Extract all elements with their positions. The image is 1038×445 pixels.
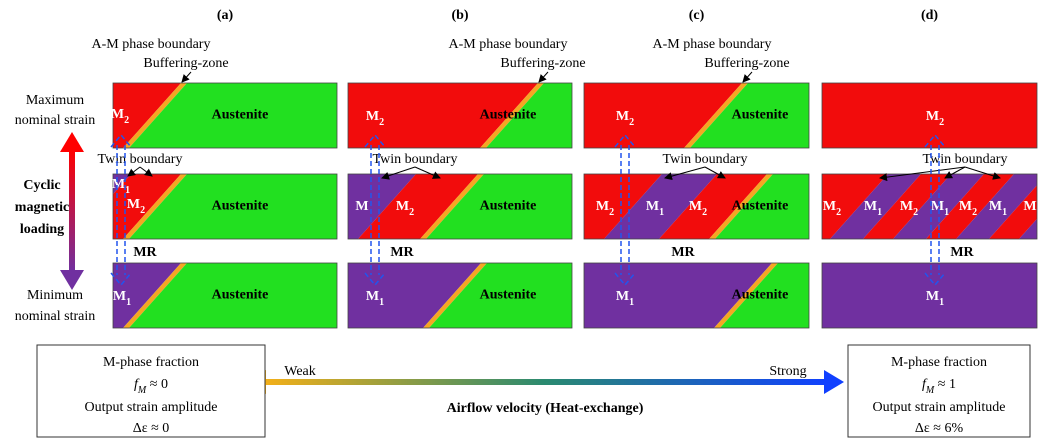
phase-label: M xyxy=(355,199,368,214)
panel-label: (b) xyxy=(451,8,468,23)
twin-label: Twin boundary xyxy=(373,152,458,167)
mr-label: MR xyxy=(950,245,974,260)
loading-label: Cyclic xyxy=(23,178,60,193)
box-line: Output strain amplitude xyxy=(873,400,1006,415)
buffer-arrow xyxy=(539,72,548,82)
panel-label: (c) xyxy=(689,8,705,23)
mr-label: MR xyxy=(671,245,695,260)
loading-arrow-shaft xyxy=(69,150,75,272)
weak-label: Weak xyxy=(284,364,316,379)
austenite-label: Austenite xyxy=(480,108,537,123)
boundary-label: A-M phase boundary xyxy=(449,37,568,52)
phase-label-sub: 1 xyxy=(379,297,384,308)
phase-label-base: M xyxy=(113,289,126,304)
phase-label-base: M xyxy=(823,199,836,214)
mr-label: MR xyxy=(133,245,157,260)
boundary-label: A-M phase boundary xyxy=(653,37,772,52)
phase-label-base: M xyxy=(931,199,944,214)
twin-label: Twin boundary xyxy=(923,152,1008,167)
phase-label-base: M xyxy=(111,107,124,122)
phase-label-sub: 2 xyxy=(379,117,384,128)
phase-label-sub: 2 xyxy=(124,115,129,126)
phase-label-sub: 1 xyxy=(629,297,634,308)
austenite-label: Austenite xyxy=(480,288,537,303)
phase-label-base: M xyxy=(366,109,379,124)
phase-label-sub: 2 xyxy=(836,207,841,218)
phase-label-sub: 1 xyxy=(939,297,944,308)
buffer-label: Buffering-zone xyxy=(143,56,228,71)
loading-arrow-head xyxy=(60,132,84,152)
panel-label: (d) xyxy=(921,8,938,23)
twin-label: Twin boundary xyxy=(98,152,183,167)
phase-label-base: M xyxy=(900,199,913,214)
phase-label-base: M xyxy=(646,199,659,214)
phase-label-sub: 2 xyxy=(629,117,634,128)
twin-label: Twin boundary xyxy=(663,152,748,167)
airflow-arrow-shaft xyxy=(262,379,828,385)
box-line: M-phase fraction xyxy=(891,355,987,370)
austenite-label: Austenite xyxy=(732,108,789,123)
phase-label-base: M xyxy=(127,197,140,212)
max-label: nominal strain xyxy=(15,113,96,128)
phase-label-base: M xyxy=(366,289,379,304)
airflow-title: Airflow velocity (Heat-exchange) xyxy=(447,401,644,416)
phase-label-base: M xyxy=(616,109,629,124)
mr-label: MR xyxy=(390,245,414,260)
phase-label-sub: 1 xyxy=(877,207,882,218)
boundary-label: A-M phase boundary xyxy=(92,37,211,52)
austenite-label: Austenite xyxy=(212,199,269,214)
phase-label-sub: 1 xyxy=(1002,207,1007,218)
min-label: Minimum xyxy=(27,288,83,303)
box-line-tail: ≈ 1 xyxy=(934,377,956,392)
phase-label-base: M xyxy=(596,199,609,214)
phase-label-sub: 1 xyxy=(944,207,949,218)
phase-label-base: M xyxy=(926,289,939,304)
phase-label-sub: 1 xyxy=(126,297,131,308)
phase-label-sub: 2 xyxy=(913,207,918,218)
phase-label-sub: 2 xyxy=(140,205,145,216)
box-line: Δε ≈ 6% xyxy=(915,421,964,436)
airflow-arrow-head xyxy=(824,370,844,394)
austenite-label: Austenite xyxy=(480,199,537,214)
phase-label: M xyxy=(1023,199,1036,214)
min-label: nominal strain xyxy=(15,309,96,324)
max-label: Maximum xyxy=(26,93,84,108)
austenite-label: Austenite xyxy=(212,288,269,303)
buffer-label: Buffering-zone xyxy=(500,56,585,71)
panel-label: (a) xyxy=(217,8,234,23)
austenite-label: Austenite xyxy=(732,288,789,303)
phase-label-base: M xyxy=(112,177,125,192)
strong-label: Strong xyxy=(769,364,806,379)
phase-label-base: M xyxy=(689,199,702,214)
phase-label-sub: 2 xyxy=(972,207,977,218)
phase-label-sub: 2 xyxy=(939,117,944,128)
loading-arrow-head xyxy=(60,270,84,290)
phase-label-sub: 2 xyxy=(409,207,414,218)
phase-label-sub: 1 xyxy=(659,207,664,218)
austenite-label: Austenite xyxy=(732,199,789,214)
phase-label-base: M xyxy=(864,199,877,214)
phase-label-sub: 2 xyxy=(702,207,707,218)
phase-label-sub: 1 xyxy=(125,185,130,196)
phase-label-base: M xyxy=(989,199,1002,214)
phase-label-base: M xyxy=(926,109,939,124)
buffer-label: Buffering-zone xyxy=(704,56,789,71)
phase-label-base: M xyxy=(616,289,629,304)
box-line: Δε ≈ 0 xyxy=(133,421,170,436)
buffer-arrow xyxy=(743,72,752,82)
loading-label: loading xyxy=(20,222,64,237)
loading-label: magnetic xyxy=(15,200,69,215)
box-line: M-phase fraction xyxy=(103,355,199,370)
box-line: Output strain amplitude xyxy=(85,400,218,415)
figure: Weak Strong Airflow velocity (Heat-excha… xyxy=(0,0,1038,445)
box-line-tail: ≈ 0 xyxy=(146,377,168,392)
phase-label-base: M xyxy=(396,199,409,214)
buffer-arrow xyxy=(182,72,191,82)
phase-label-sub: 2 xyxy=(609,207,614,218)
phase-label-base: M xyxy=(959,199,972,214)
austenite-label: Austenite xyxy=(212,108,269,123)
